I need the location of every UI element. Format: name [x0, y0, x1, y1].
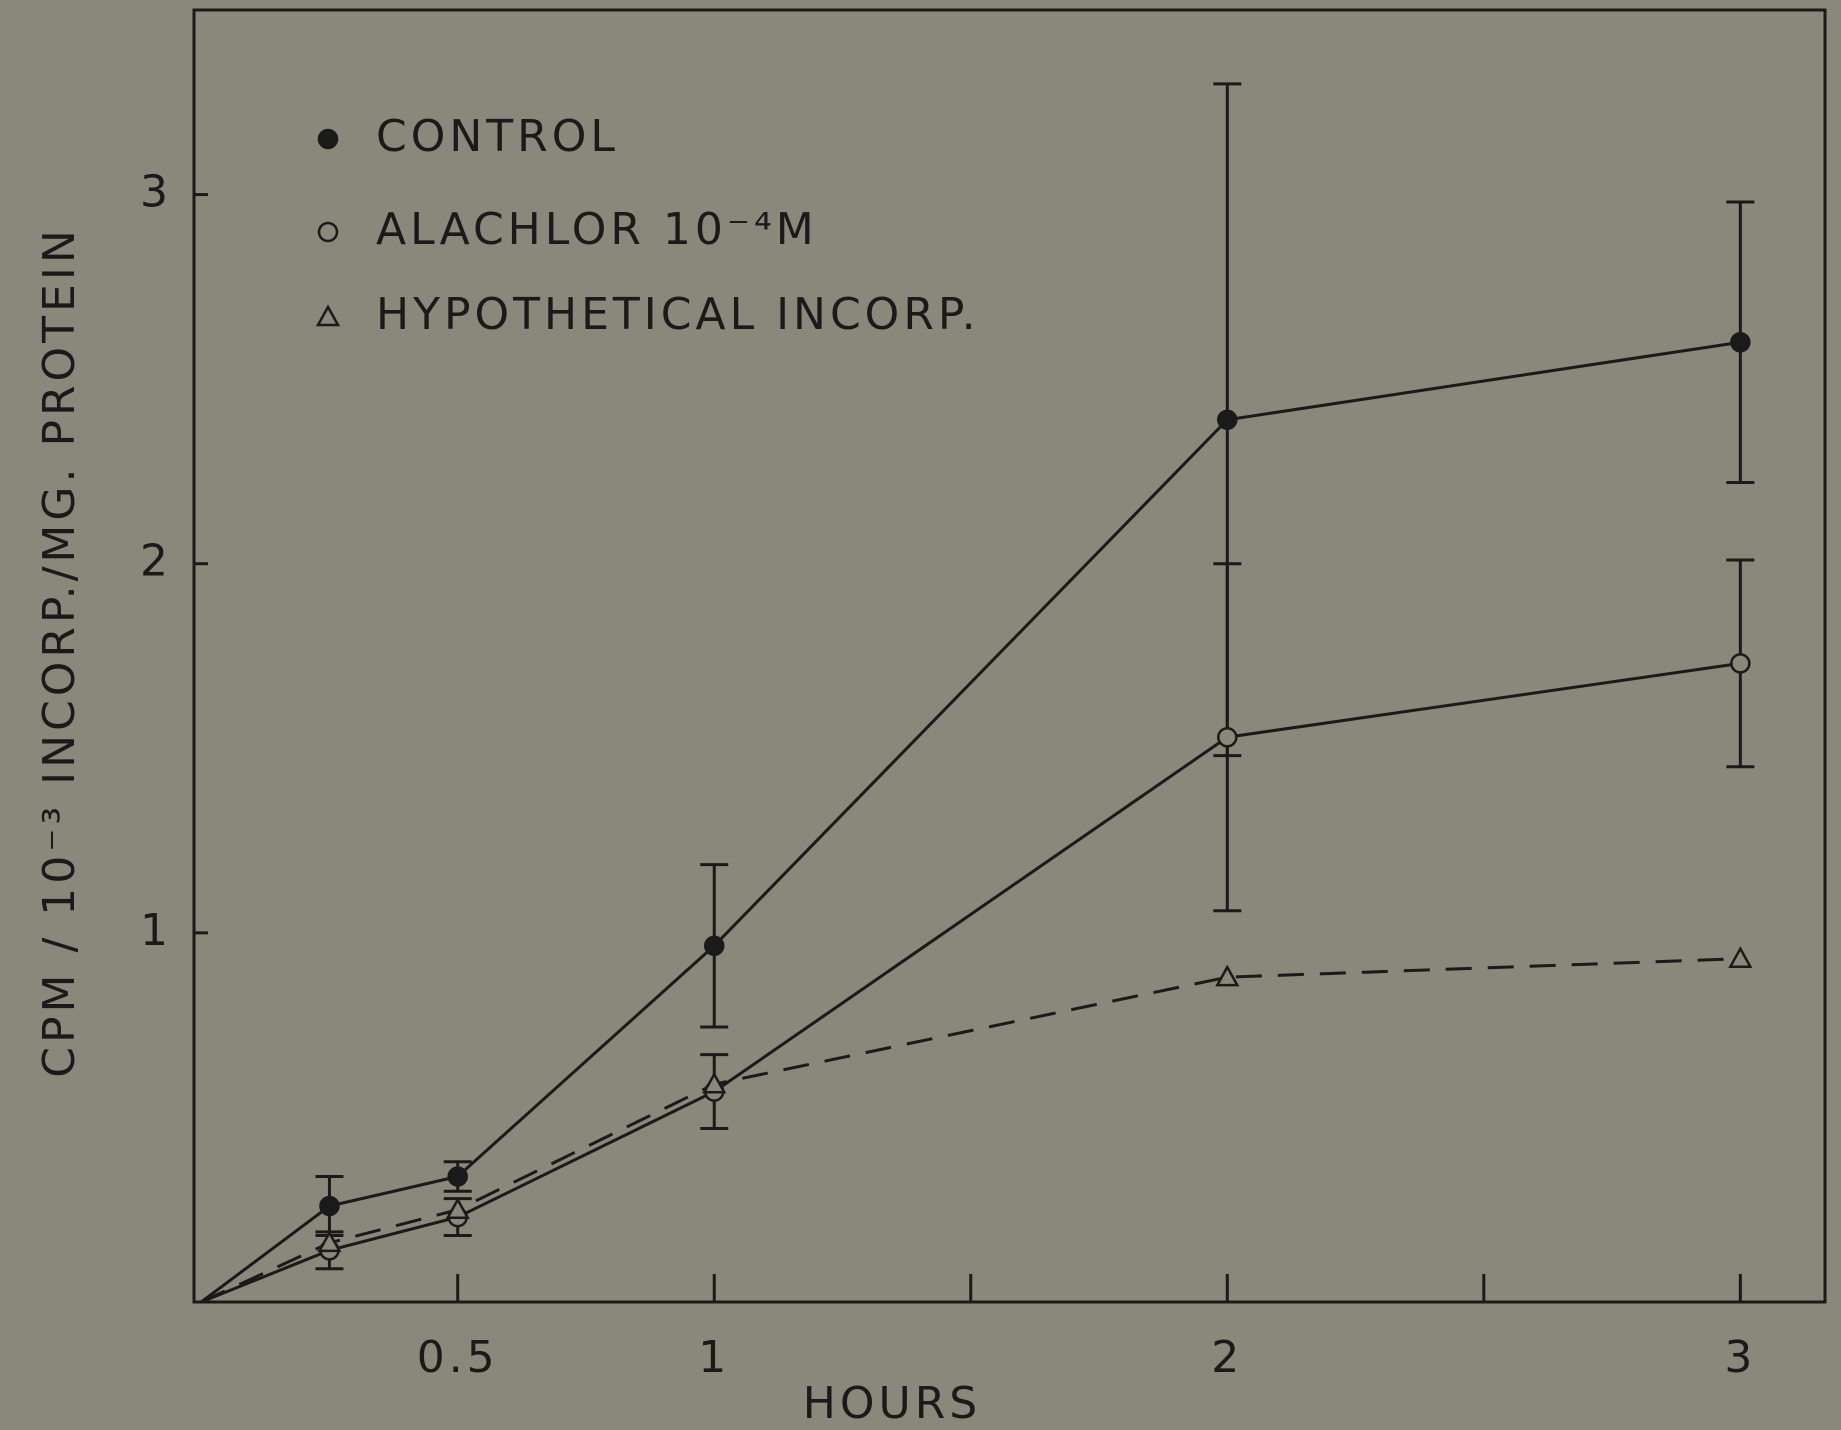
x-tick-label: 3	[1724, 1332, 1756, 1383]
y-axis-label: CPM / 10⁻³ INCORP./MG. PROTEIN	[34, 226, 85, 1078]
x-tick-label: 0.5	[417, 1332, 499, 1383]
legend-marker	[315, 304, 341, 327]
legend-label: ALACHLOR 10⁻⁴M	[376, 204, 818, 255]
legend-label: HYPOTHETICAL INCORP.	[376, 289, 980, 340]
marker	[445, 1197, 470, 1219]
marker	[1730, 331, 1751, 353]
plot-frame	[192, 8, 1827, 1304]
y-tick-label: 1	[140, 905, 172, 956]
marker	[703, 935, 725, 957]
x-tick-label: 1	[698, 1332, 730, 1383]
marker	[1728, 946, 1753, 968]
y-tick-label: 3	[140, 167, 172, 218]
marker	[1217, 409, 1238, 430]
marker	[1215, 964, 1240, 987]
marker	[319, 1195, 340, 1217]
legend-marker	[317, 221, 339, 243]
series-line	[200, 661, 1741, 1304]
marker	[1730, 653, 1751, 674]
marker	[702, 1071, 727, 1094]
marker	[317, 1230, 342, 1253]
y-tick-label: 2	[140, 536, 172, 587]
marker	[447, 1166, 468, 1187]
legend-marker	[317, 128, 339, 150]
legend-label: CONTROL	[376, 111, 619, 162]
x-axis-label: HOURS	[803, 1378, 981, 1429]
x-tick-label: 2	[1211, 1332, 1243, 1383]
marker	[1217, 726, 1238, 748]
series-line	[200, 340, 1741, 1304]
